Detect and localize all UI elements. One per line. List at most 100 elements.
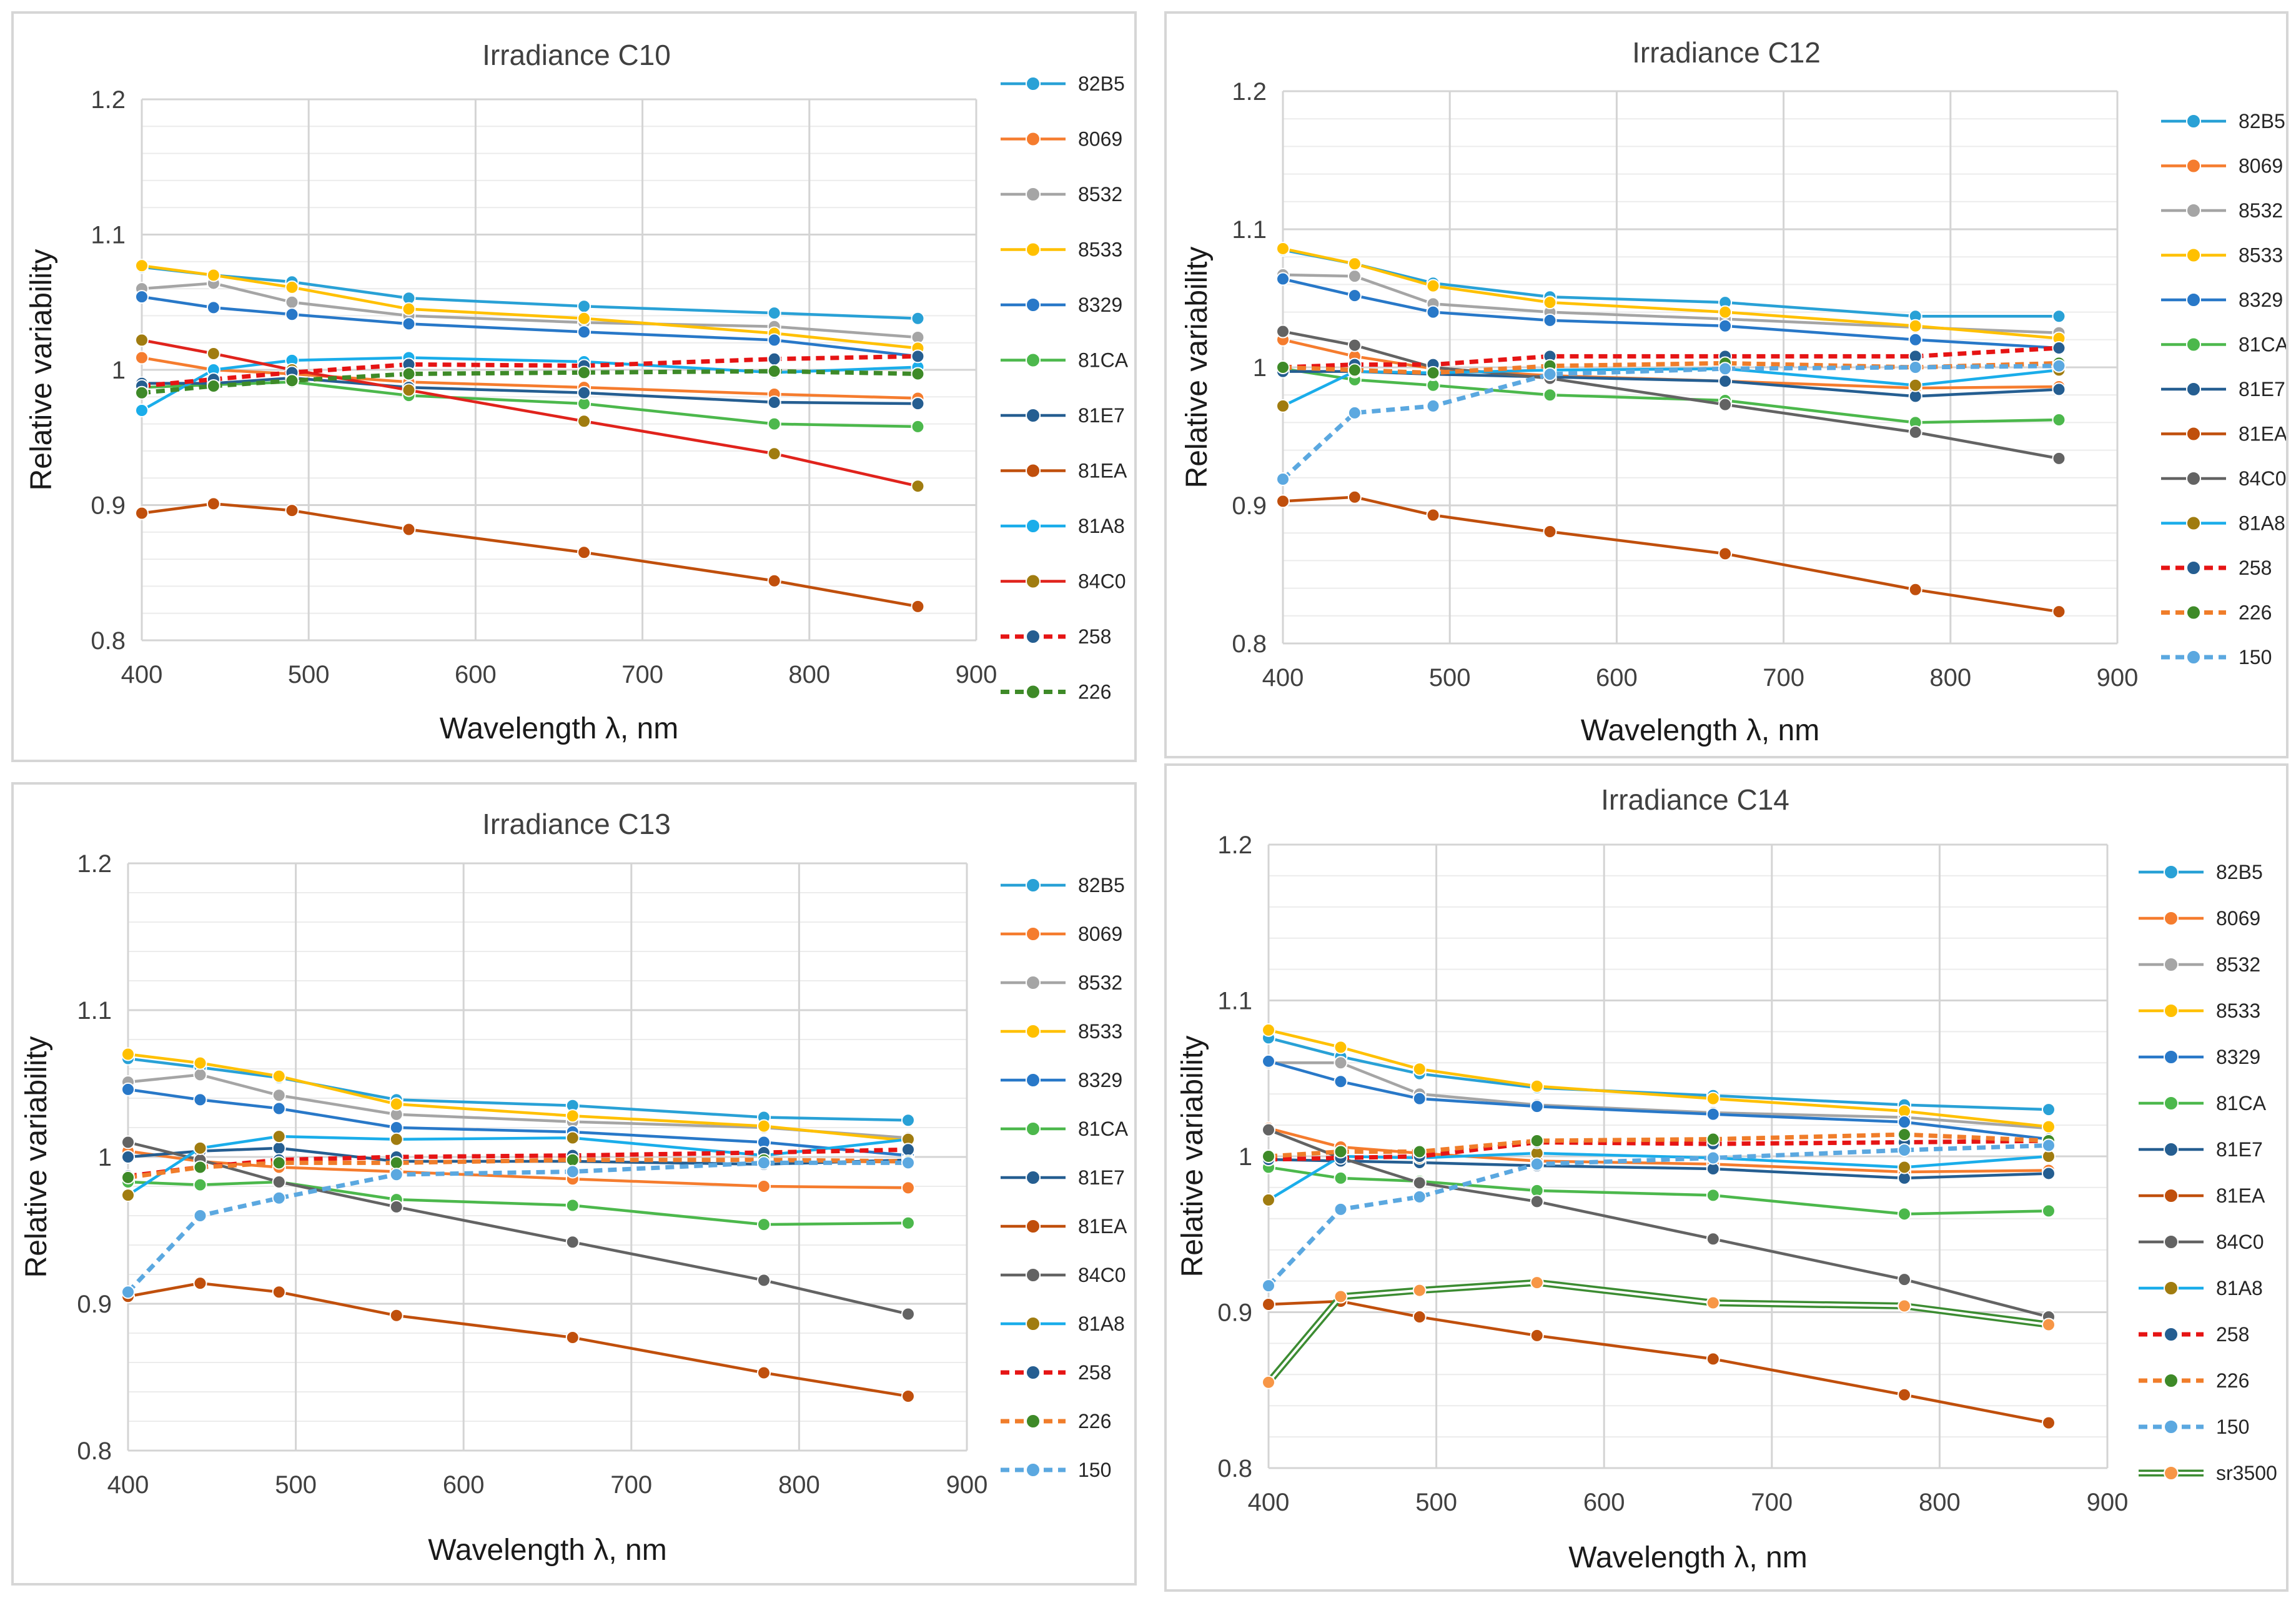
series-line: [1282, 495, 2059, 613]
data-point: [1530, 1276, 1544, 1290]
data-point: [1718, 374, 1733, 389]
chart-c14: 0.8 0.9 1 1.1 1.2 400 500 600 700 800 900 Irradianc…: [1176, 783, 2277, 1574]
legend-label: 81A8: [1078, 515, 1125, 537]
data-point: [901, 1307, 915, 1321]
data-point: [2041, 1318, 2056, 1332]
legend-label: 81A8: [1078, 1313, 1125, 1335]
legend-label: 8533: [2216, 1000, 2260, 1022]
legend-marker: [1026, 1073, 1041, 1088]
legend-label: 81A8: [2216, 1277, 2263, 1299]
legend-label: 8532: [2216, 953, 2260, 976]
legend-label: sr3500: [2216, 1462, 2277, 1484]
legend-marker: [2164, 1096, 2179, 1111]
y-tick-label: 1: [1239, 1143, 1252, 1171]
y-tick-label: 1.2: [77, 850, 112, 878]
series-8533: [121, 1047, 915, 1148]
legend-item: sr3500: [2139, 1462, 2277, 1484]
legend-marker: [2164, 1003, 2179, 1018]
legend-label: 82B5: [2216, 861, 2263, 883]
legend-marker: [1026, 463, 1041, 479]
legend-label: 81A8: [2239, 512, 2285, 535]
x-tick-label: 500: [288, 661, 330, 688]
legend-marker: [1026, 1316, 1041, 1331]
series-8329: [1262, 1054, 2056, 1146]
data-point: [911, 367, 925, 381]
data-point: [1347, 257, 1362, 271]
legend-marker: [2164, 957, 2179, 972]
series-line: [1268, 1299, 2049, 1424]
y-axis-label: Relative variability: [20, 1036, 53, 1278]
legend-item: 8329: [2139, 1046, 2260, 1068]
legend-marker: [1026, 1219, 1041, 1234]
x-axis-label: Wavelength λ, nm: [428, 1534, 666, 1567]
data-point: [1334, 1144, 1348, 1159]
legend-label: 8532: [1078, 183, 1122, 206]
data-point: [2052, 382, 2066, 397]
x-tick-label: 600: [455, 661, 497, 688]
legend-label: 81CA: [1078, 349, 1129, 372]
data-point: [1347, 363, 1362, 377]
legend-label: 258: [2239, 557, 2272, 579]
legend-marker: [2186, 471, 2201, 486]
legend-label: 84C0: [2216, 1231, 2264, 1253]
x-tick-label: 800: [1929, 664, 1971, 692]
data-point: [1897, 1115, 1911, 1129]
series-82B5: [1262, 1031, 2056, 1117]
data-point: [2041, 1119, 2056, 1134]
x-tick-label: 500: [275, 1471, 317, 1499]
data-point: [272, 1156, 286, 1170]
y-tick-label: 0.9: [1217, 1299, 1252, 1327]
data-point: [1426, 508, 1440, 522]
data-point: [1897, 1143, 1911, 1158]
legend-label: 84C0: [1078, 1264, 1126, 1286]
x-tick-label: 400: [107, 1471, 149, 1499]
legend-item: 8329: [1001, 1069, 1122, 1091]
data-point: [1543, 388, 1557, 402]
data-point: [402, 302, 416, 316]
legend-item: 258: [1001, 1361, 1111, 1384]
legend-item: 81CA: [2139, 1092, 2267, 1114]
data-point: [1530, 1079, 1544, 1093]
legend-item: 81A8: [2139, 1277, 2263, 1299]
data-point: [1412, 1091, 1427, 1106]
data-point: [135, 350, 149, 365]
legend-label: 81CA: [2216, 1092, 2267, 1114]
legend-label: 81CA: [2239, 334, 2286, 356]
data-point: [565, 1164, 580, 1179]
data-point: [1530, 1194, 1544, 1209]
data-point: [911, 397, 925, 411]
chart-title: Irradiance C10: [482, 39, 671, 71]
data-point: [135, 290, 149, 304]
data-point: [2041, 1166, 2056, 1181]
data-point: [272, 1088, 286, 1103]
x-tick-label: 600: [443, 1471, 485, 1499]
legend-item: 84C0: [2139, 1231, 2264, 1253]
legend-item: 8532: [1001, 183, 1122, 206]
data-point: [1334, 1074, 1348, 1089]
legend-item: 82B5: [1001, 72, 1125, 95]
legend-marker: [1026, 629, 1041, 644]
legend-label: 8533: [2239, 244, 2283, 267]
legend-marker: [1026, 352, 1041, 368]
data-point: [135, 403, 149, 417]
legend-label: 82B5: [2239, 110, 2285, 132]
data-point: [1426, 365, 1440, 380]
data-point: [1706, 1188, 1720, 1203]
data-point: [206, 268, 220, 282]
data-point: [577, 299, 591, 314]
data-point: [577, 325, 591, 339]
legend-label: 150: [2216, 1416, 2249, 1438]
data-point: [285, 504, 299, 518]
legend-label: 81EA: [2216, 1184, 2265, 1207]
legend-item: 81A8: [1001, 515, 1125, 537]
data-point: [285, 280, 299, 294]
data-point: [1412, 1189, 1427, 1204]
legend-marker: [1026, 1121, 1041, 1136]
data-point: [577, 414, 591, 429]
data-point: [1276, 324, 1290, 339]
x-tick-label: 900: [2087, 1489, 2129, 1516]
data-point: [2052, 412, 2066, 427]
legend-item: 81CA: [1001, 349, 1129, 372]
data-point: [767, 352, 781, 366]
chart-panel-c14: 0.8 0.9 1 1.1 1.2 400 500 600 700 800 900 Irradianc…: [1164, 763, 2289, 1592]
